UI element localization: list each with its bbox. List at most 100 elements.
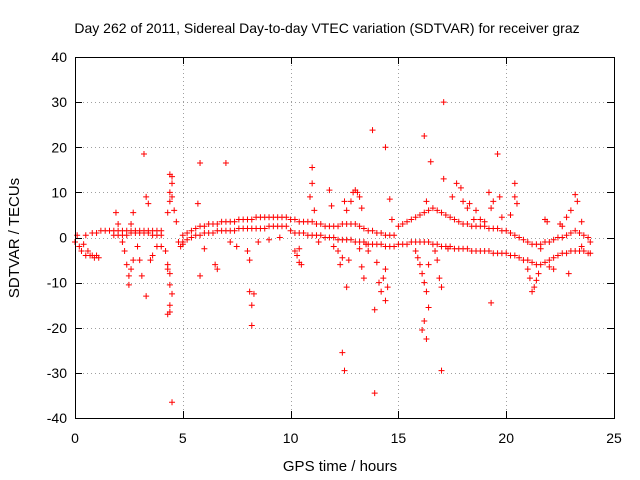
x-axis-label: GPS time / hours (283, 458, 397, 475)
data-point (328, 202, 335, 209)
data-point (378, 288, 385, 295)
data-point (464, 205, 471, 212)
data-point (537, 261, 544, 268)
data-point (442, 211, 449, 218)
data-point (384, 284, 391, 291)
data-point (184, 236, 191, 243)
data-point (432, 248, 439, 255)
data-point (138, 272, 145, 279)
data-point (438, 209, 445, 216)
x-tick-label: 5 (179, 430, 187, 446)
data-point (231, 218, 238, 225)
data-point (526, 275, 533, 282)
data-point (255, 239, 262, 246)
data-point (179, 239, 186, 246)
chart-title: Day 262 of 2011, Sidereal Day-to-day VTE… (74, 20, 579, 36)
data-point (80, 241, 87, 248)
data-point (580, 232, 587, 239)
data-point (391, 243, 398, 250)
data-point (444, 245, 451, 252)
data-point (423, 336, 430, 343)
data-point (169, 180, 176, 187)
data-point (537, 245, 544, 252)
data-point (261, 225, 268, 232)
data-point (563, 232, 570, 239)
x-tick-labels: 0 5 10 15 20 25 (71, 430, 622, 446)
y-tick-label: -10 (47, 275, 67, 291)
data-point (169, 290, 176, 297)
data-point (294, 252, 301, 259)
data-point (587, 250, 594, 257)
data-point (326, 187, 333, 194)
data-point (365, 248, 372, 255)
data-point (412, 248, 419, 255)
y-tick-label: 0 (59, 230, 67, 246)
data-point (82, 232, 89, 239)
data-point (395, 223, 402, 230)
data-point (503, 227, 510, 234)
data-point (363, 241, 370, 248)
data-point (201, 223, 208, 230)
data-point (520, 236, 527, 243)
data-point (485, 189, 492, 196)
data-point (371, 306, 378, 313)
data-point (477, 216, 484, 223)
data-point (546, 239, 553, 246)
data-point (356, 193, 363, 200)
data-point (78, 248, 85, 255)
data-point (341, 198, 348, 205)
data-point (143, 193, 150, 200)
data-point (498, 214, 505, 221)
data-point (425, 304, 432, 311)
x-tick-label: 15 (391, 430, 407, 446)
data-point (572, 227, 579, 234)
plot-frame (75, 57, 615, 419)
data-point (373, 259, 380, 266)
data-point (542, 259, 549, 266)
data-point (166, 270, 173, 277)
data-point (95, 254, 102, 261)
data-point (291, 216, 298, 223)
data-point (335, 248, 342, 255)
y-tick-label: -40 (47, 410, 67, 426)
data-point (429, 205, 436, 212)
data-point (145, 229, 152, 236)
data-point (231, 227, 238, 234)
data-point (283, 223, 290, 230)
data-point (434, 241, 441, 248)
data-point (296, 245, 303, 252)
x-tick-label: 0 (71, 430, 79, 446)
data-point (164, 266, 171, 273)
data-point (578, 218, 585, 225)
data-point (481, 218, 488, 225)
data-point (567, 229, 574, 236)
axis-ticks (75, 57, 615, 419)
data-point (587, 239, 594, 246)
data-point (453, 180, 460, 187)
data-point (214, 266, 221, 273)
data-point (546, 263, 553, 270)
data-point (488, 205, 495, 212)
data-point (559, 223, 566, 230)
data-point (440, 175, 447, 182)
data-point (360, 275, 367, 282)
data-point (438, 367, 445, 374)
data-point (130, 209, 137, 216)
data-point (227, 239, 234, 246)
data-point (380, 275, 387, 282)
data-point (404, 218, 411, 225)
data-point (511, 252, 518, 259)
y-axis-label: SDTVAR / TECUs (6, 178, 23, 298)
x-tick-label: 20 (498, 430, 514, 446)
data-point (112, 209, 119, 216)
data-point (356, 245, 363, 252)
data-point (546, 257, 553, 264)
data-point (421, 317, 428, 324)
data-point (554, 252, 561, 259)
data-point (244, 248, 251, 255)
data-point (130, 257, 137, 264)
data-point (425, 261, 432, 268)
data-point (209, 229, 216, 236)
data-point (317, 220, 324, 227)
